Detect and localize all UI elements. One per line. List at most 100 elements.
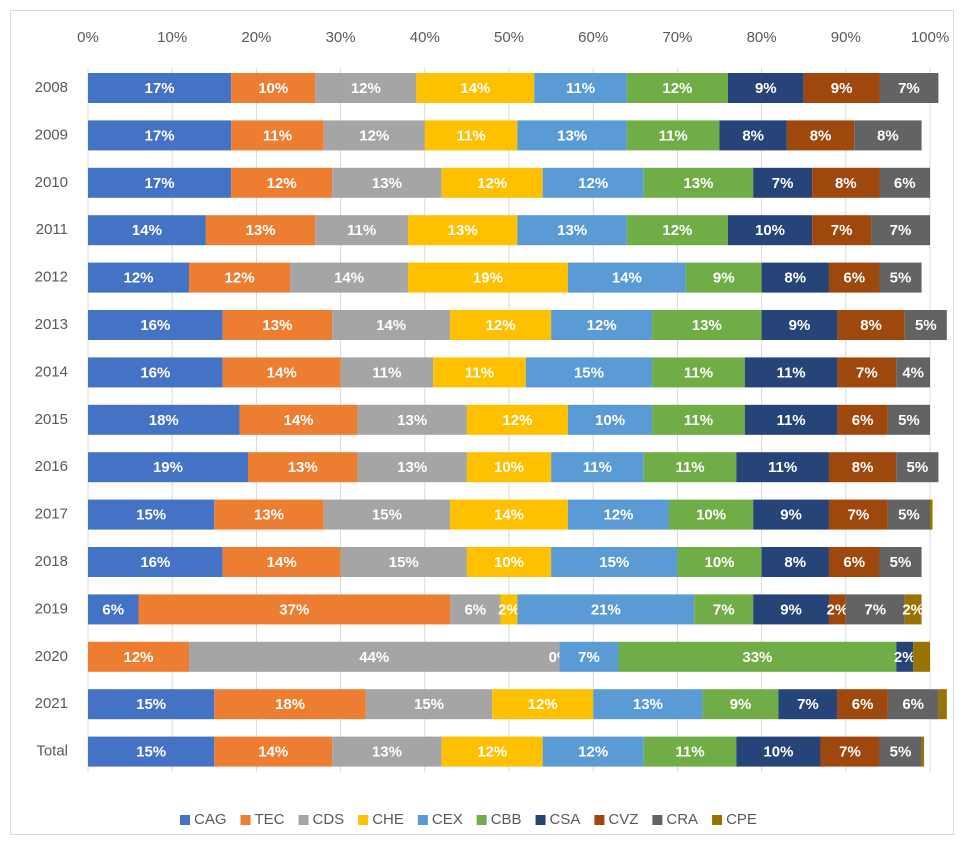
data-label: 12% [477, 175, 507, 192]
data-label: 13% [557, 127, 587, 144]
data-label: 6% [902, 696, 924, 713]
data-label: 14% [258, 744, 288, 761]
data-label: 13% [683, 175, 713, 192]
legend-label: CVZ [608, 811, 638, 828]
data-label: 16% [140, 364, 170, 381]
data-label: 8% [835, 175, 857, 192]
bar-segment [896, 641, 914, 672]
data-label: 18% [149, 412, 179, 429]
y-tick-label: 2008 [35, 79, 68, 96]
data-label: 9% [755, 80, 777, 97]
bar-segment [340, 547, 467, 577]
data-label: 6% [843, 554, 865, 571]
bar-segment [567, 404, 653, 435]
legend-label: CAG [194, 811, 227, 828]
data-label: 2% [827, 601, 849, 618]
data-label: 15% [136, 696, 166, 713]
data-label: 8% [784, 554, 806, 571]
data-label: 2% [894, 649, 916, 666]
data-label: 44% [359, 649, 389, 666]
x-tick-label: 60% [578, 29, 608, 46]
bar-segment [88, 262, 190, 293]
bar-segment [88, 357, 223, 388]
bar-segment [88, 73, 232, 103]
data-label: 9% [780, 507, 802, 524]
data-label: 11% [684, 364, 713, 381]
y-tick-label: 2017 [35, 506, 68, 523]
bar-segment [938, 689, 947, 720]
bar-segment [138, 594, 451, 625]
bar-segment [88, 594, 139, 625]
legend-label: CSA [550, 811, 581, 828]
bar-segment [567, 262, 686, 293]
data-label: 18% [275, 696, 305, 713]
data-label: 5% [898, 507, 920, 524]
data-label: 17% [145, 80, 175, 97]
data-label: 5% [890, 270, 912, 287]
bar-segment [441, 736, 543, 767]
data-label: 11% [465, 364, 494, 381]
bar-segment [845, 594, 905, 625]
bar-segment [643, 167, 754, 198]
bar-segment [744, 357, 838, 388]
legend-swatch [240, 815, 251, 825]
data-label: 19% [473, 270, 503, 287]
data-label: 5% [890, 744, 912, 761]
bar-segment [88, 120, 232, 151]
bar-segment [517, 594, 695, 625]
data-label: 17% [145, 127, 175, 144]
bar-segment [517, 215, 627, 246]
data-label: 7% [831, 222, 853, 239]
y-tick-label: 2020 [35, 648, 68, 665]
bar-segment [332, 736, 442, 767]
x-tick-label: 40% [410, 29, 440, 46]
legend-label: CHE [372, 811, 404, 828]
data-label: 13% [288, 459, 318, 476]
data-label: 7% [848, 507, 870, 524]
bar-segment [542, 167, 644, 198]
data-label: 11% [583, 459, 612, 476]
bar-segment [626, 120, 720, 151]
bar-segment [500, 594, 518, 625]
bar-segment [643, 452, 737, 483]
data-label: 7% [797, 696, 819, 713]
data-label: 14% [494, 507, 524, 524]
data-label: 12% [359, 127, 389, 144]
bar-segment [88, 547, 223, 577]
y-tick-label: 2021 [35, 695, 68, 712]
y-tick-label: 2014 [35, 363, 68, 380]
data-label: 12% [477, 744, 507, 761]
bar-segment [222, 357, 341, 388]
data-label: 9% [713, 270, 735, 287]
data-label: 13% [254, 507, 284, 524]
bar-segment [828, 452, 897, 483]
y-tick-label: 2013 [35, 316, 68, 333]
data-label: 15% [389, 554, 419, 571]
data-label: 11% [372, 364, 401, 381]
data-label: 10% [595, 412, 625, 429]
y-tick-label: 2009 [35, 126, 68, 143]
data-label: 6% [894, 175, 916, 192]
data-label: 13% [372, 175, 402, 192]
bar-segment [719, 120, 787, 151]
data-label: 14% [283, 412, 313, 429]
data-label: 5% [898, 412, 920, 429]
bar-segment [685, 262, 762, 293]
data-label: 10% [704, 554, 734, 571]
data-label: 12% [578, 744, 608, 761]
bar-segment [247, 452, 358, 483]
data-label: 14% [267, 364, 297, 381]
data-label: 12% [528, 696, 558, 713]
data-label: 11% [768, 459, 797, 476]
bar-segment [466, 452, 552, 483]
bar-segment [534, 73, 627, 103]
x-tick-label: 50% [494, 29, 524, 46]
legend-swatch [535, 815, 546, 825]
data-label: 15% [574, 364, 604, 381]
data-label: 7% [864, 601, 886, 618]
bar-segment [930, 499, 933, 530]
bar-segment [214, 499, 324, 530]
data-label: 11% [263, 127, 292, 144]
bar-segment [332, 167, 442, 198]
